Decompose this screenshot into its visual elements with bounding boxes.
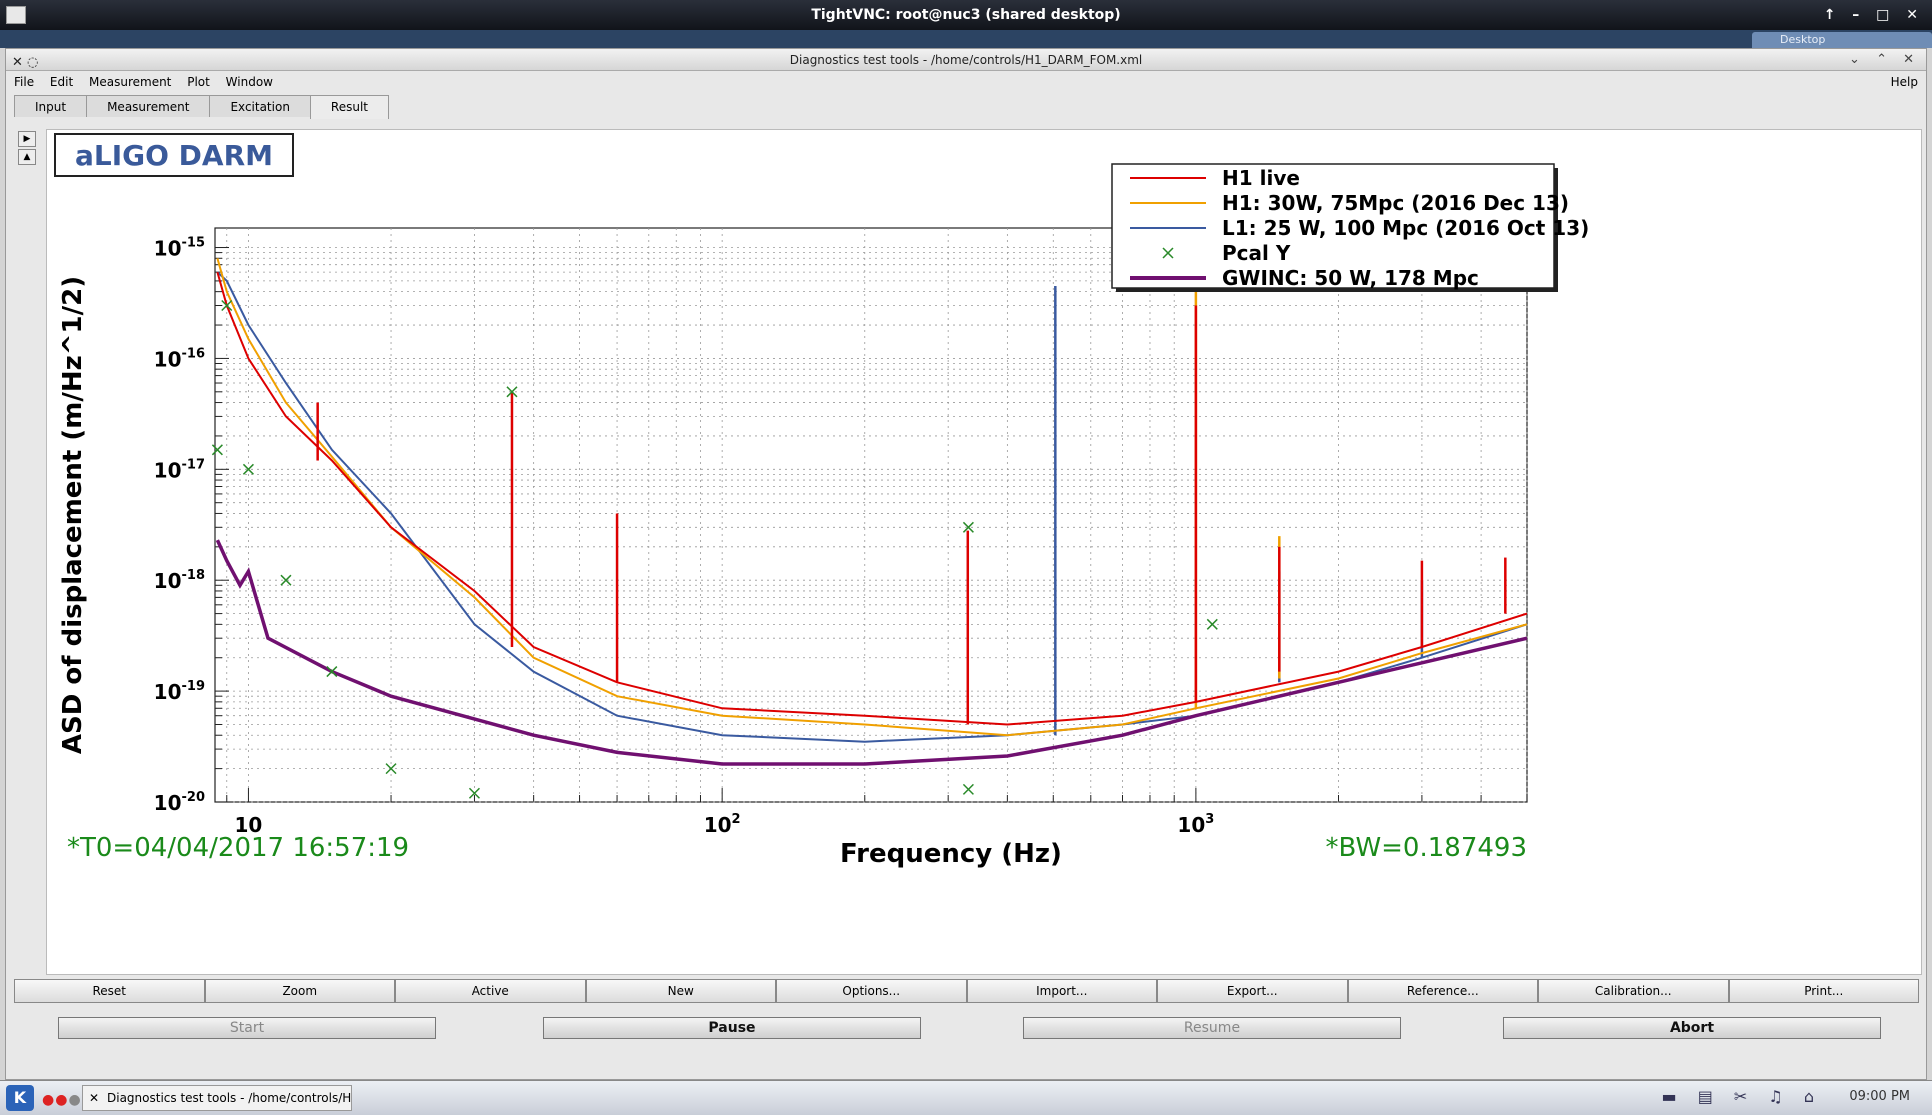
title-box-label: aLIGO DARM <box>75 139 273 172</box>
y-tick-label: 10-15 <box>154 236 205 261</box>
vnc-title: TightVNC: root@nuc3 (shared desktop) <box>811 7 1121 23</box>
y-tick-label: 10-19 <box>154 679 205 704</box>
legend-label: H1 live <box>1222 166 1300 190</box>
side-arrow-up-icon[interactable]: ▲ <box>18 149 36 165</box>
options-button[interactable]: Options... <box>776 979 967 1003</box>
abort-button[interactable]: Abort <box>1503 1017 1881 1039</box>
legend-label: L1: 25 W, 100 Mpc (2016 Oct 13) <box>1222 216 1589 240</box>
reference-button[interactable]: Reference... <box>1347 979 1538 1003</box>
system-tray[interactable]: ▬ ▤ ✂ ♫ ⌂ <box>1661 1087 1822 1106</box>
tab-measurement[interactable]: Measurement <box>86 95 211 117</box>
export-button[interactable]: Export... <box>1157 979 1348 1003</box>
y-tick-label: 10-20 <box>154 790 205 815</box>
pcal-marker <box>506 386 518 398</box>
menu-window[interactable]: Window <box>225 75 273 89</box>
taskbar-item-label: Diagnostics test tools - /home/controls/… <box>107 1091 352 1105</box>
new-button[interactable]: New <box>585 979 776 1003</box>
pcal-marker <box>468 787 480 799</box>
y-tick-label: 10-17 <box>154 457 205 482</box>
print-button[interactable]: Print... <box>1728 979 1919 1003</box>
x-tick-label: 103 <box>1177 812 1214 837</box>
vnc-window-icon[interactable] <box>6 6 26 24</box>
legend-label: GWINC: 50 W, 178 Mpc <box>1222 266 1479 290</box>
bw-annotation: *BW=0.187493 <box>1326 833 1527 863</box>
series-line-1 <box>216 258 1528 737</box>
y-tick-label: 10-16 <box>154 346 205 371</box>
vnc-window-controls[interactable]: ↑ – □ ✕ <box>1823 7 1924 23</box>
pause-button[interactable]: Pause <box>543 1017 921 1039</box>
kde-menu-icon[interactable]: K <box>6 1085 34 1111</box>
t0-annotation: *T0=04/04/2017 16:57:19 <box>67 833 409 863</box>
tab-excitation[interactable]: Excitation <box>209 95 311 117</box>
title-box <box>54 133 294 177</box>
darm-chart[interactable]: aLIGO DARM 10-15 10-16 10-17 10-18 10-19 10-20… <box>47 130 1923 976</box>
app-title: Diagnostics test tools - /home/controls/… <box>789 53 1143 67</box>
vnc-titlebar: TightVNC: root@nuc3 (shared desktop) ↑ –… <box>0 0 1932 30</box>
pcal-marker <box>385 763 397 775</box>
menu-help[interactable]: Help <box>1890 75 1918 89</box>
desktop-tab[interactable]: Desktop <box>1752 32 1932 48</box>
x-tick-label: 10 <box>235 813 263 837</box>
taskbar: K ●●● ✕ Diagnostics test tools - /home/c… <box>0 1080 1932 1115</box>
control-button-row: Start Pause Resume Abort <box>58 1017 1888 1041</box>
menubar: File Edit Measurement Plot Window Help <box>6 71 1926 93</box>
app-icon[interactable]: ✕ ◌ <box>12 55 39 70</box>
active-button[interactable]: Active <box>395 979 586 1003</box>
x-tick-label: 102 <box>704 812 741 837</box>
window-dots-icon[interactable]: ●●● <box>42 1092 82 1108</box>
taskbar-item[interactable]: ✕ Diagnostics test tools - /home/control… <box>82 1085 352 1111</box>
reset-button[interactable]: Reset <box>14 979 205 1003</box>
legend-label: H1: 30W, 75Mpc (2016 Dec 13) <box>1222 191 1569 215</box>
tab-result[interactable]: Result <box>309 95 389 119</box>
calibration-button[interactable]: Calibration... <box>1538 979 1729 1003</box>
legend-box <box>1111 163 1555 289</box>
y-axis-label: ASD of displacement (m/Hz^1/2) <box>58 276 88 754</box>
pcal-marker <box>326 666 338 678</box>
pcal-marker <box>962 521 974 533</box>
pcal-marker <box>280 574 292 586</box>
plot-button-row: Reset Zoom Active New Options... Import.… <box>14 979 1919 1003</box>
pcal-marker <box>1206 618 1218 630</box>
legend-marker <box>1162 247 1174 259</box>
menu-measurement[interactable]: Measurement <box>89 75 172 89</box>
side-buttons: ▶ ▲ <box>18 131 36 167</box>
menu-plot[interactable]: Plot <box>187 75 210 89</box>
side-arrow-right-icon[interactable]: ▶ <box>18 131 36 147</box>
start-button[interactable]: Start <box>58 1017 436 1039</box>
tab-bar: Input Measurement Excitation Result <box>6 93 1926 119</box>
app-task-icon: ✕ <box>89 1091 100 1105</box>
menu-edit[interactable]: Edit <box>49 75 74 89</box>
pcal-marker <box>221 299 233 312</box>
pcal-marker <box>962 783 974 795</box>
series-line-4 <box>215 539 1528 766</box>
x-axis-label: Frequency (Hz) <box>840 839 1062 869</box>
app-window-controls[interactable]: ⌄ ⌃ ✕ <box>1849 52 1920 67</box>
resume-button[interactable]: Resume <box>1023 1017 1401 1039</box>
desktop-strip: Desktop <box>0 30 1932 48</box>
zoom-button[interactable]: Zoom <box>204 979 395 1003</box>
import-button[interactable]: Import... <box>966 979 1157 1003</box>
legend-label: Pcal Y <box>1222 241 1291 265</box>
plot-area[interactable]: aLIGO DARM 10-15 10-16 10-17 10-18 10-19 10-20… <box>46 129 1922 975</box>
tab-input[interactable]: Input <box>14 95 88 117</box>
pcal-marker <box>242 463 254 475</box>
app-titlebar: ✕ ◌ Diagnostics test tools - /home/contr… <box>6 49 1926 71</box>
clock: 09:00 PM <box>1849 1089 1910 1104</box>
menu-file[interactable]: File <box>14 75 35 89</box>
y-tick-label: 10-18 <box>154 568 205 593</box>
pcal-marker <box>211 444 223 456</box>
app-window: ✕ ◌ Diagnostics test tools - /home/contr… <box>5 48 1927 1080</box>
